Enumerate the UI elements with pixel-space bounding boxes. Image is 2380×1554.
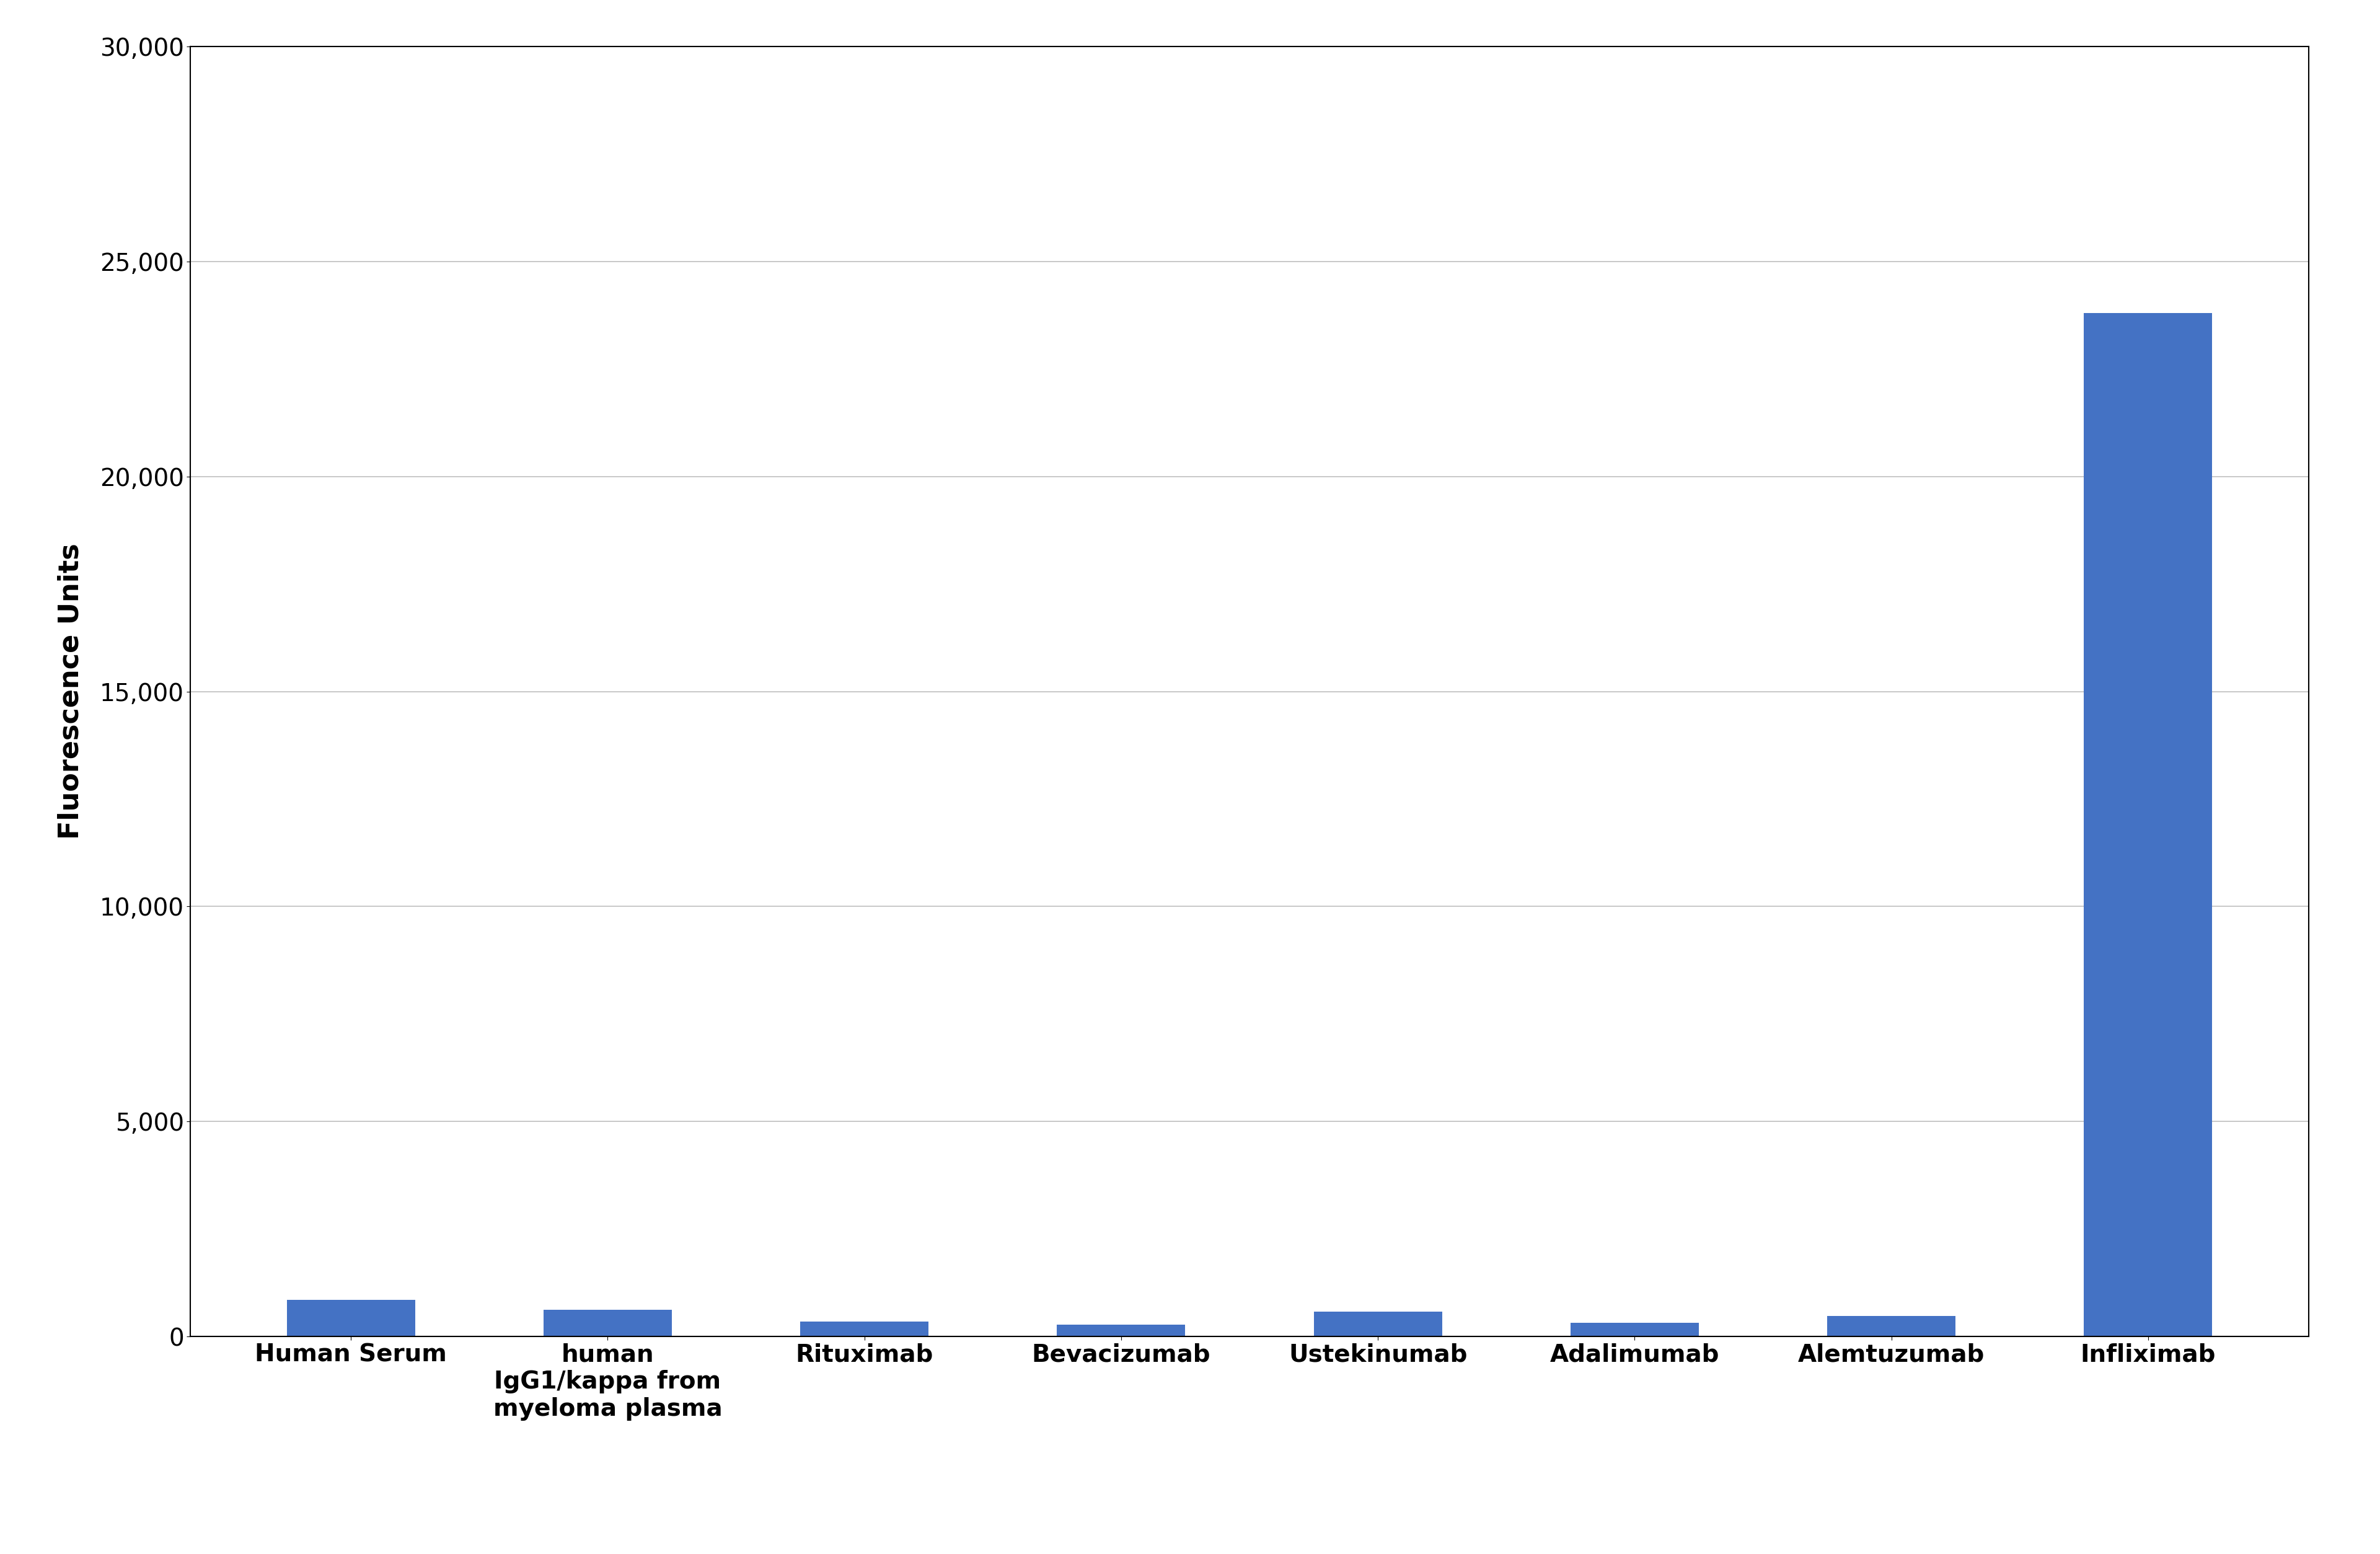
Bar: [800, 1321, 928, 1336]
Bar: [2085, 314, 2213, 1336]
Bar: [1057, 1324, 1185, 1336]
Bar: [286, 1299, 414, 1336]
Bar: [1828, 1316, 1956, 1336]
Y-axis label: Fluorescence Units: Fluorescence Units: [57, 544, 83, 839]
Bar: [1571, 1322, 1699, 1336]
Bar: [1314, 1312, 1442, 1336]
Bar: [543, 1310, 671, 1336]
